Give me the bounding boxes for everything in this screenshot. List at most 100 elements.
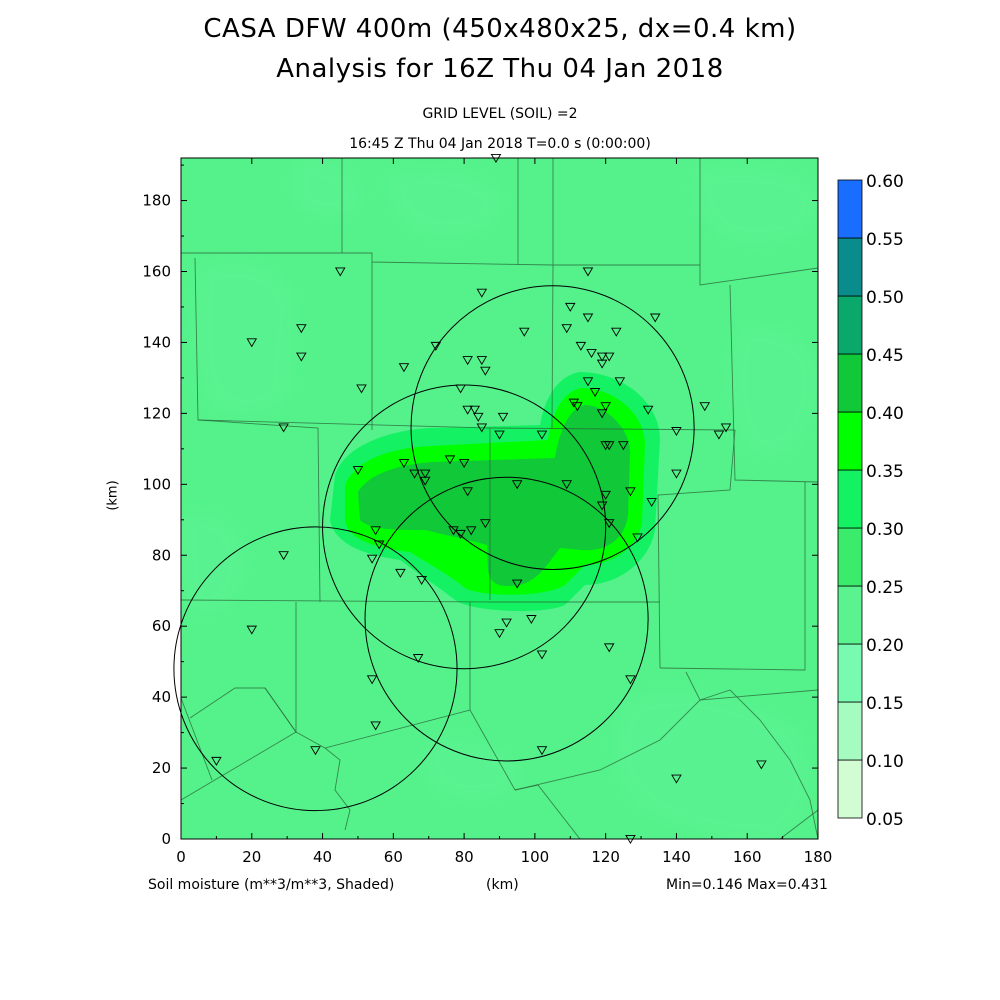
- station-marker: [412, 654, 424, 664]
- station-marker: [564, 302, 576, 312]
- radar-ring: [410, 285, 695, 570]
- station-marker: [211, 756, 222, 766]
- station-marker: [589, 388, 601, 398]
- colorbar-label: 0.20: [866, 636, 904, 656]
- x-tick-label: 20: [242, 848, 261, 866]
- station-marker: [586, 349, 597, 359]
- station-marker: [480, 366, 491, 376]
- colorbar-swatch: [837, 759, 863, 819]
- boundary-line: [181, 599, 660, 603]
- low-region-northwest: [197, 262, 294, 414]
- colorbar: 0.05 0.10 0.15 0.20 0.25 0.30 0.35 0.40 0.45 0.50…: [837, 172, 904, 830]
- station-marker: [713, 430, 725, 440]
- y-axis: 0 20 40 60 80 100 120 140 160 180: [142, 164, 818, 848]
- colorbar-label: 0.25: [866, 578, 904, 598]
- boundary-line: [181, 697, 213, 781]
- boundary-line: [685, 671, 818, 839]
- station-marker: [582, 267, 594, 277]
- colorbar-swatch: [837, 585, 863, 645]
- station-marker: [472, 412, 484, 422]
- station-marker: [756, 760, 767, 770]
- station-marker: [395, 568, 406, 578]
- station-marker: [373, 540, 385, 550]
- y-tick-label: 0: [161, 830, 171, 848]
- colorbar-label: 0.40: [866, 404, 904, 424]
- station-marker: [494, 430, 505, 440]
- station-marker: [603, 519, 615, 529]
- county-boundaries: [181, 158, 818, 839]
- y-tick-label: 60: [152, 617, 171, 635]
- grid-level-label: GRID LEVEL (SOIL) =2: [422, 106, 578, 122]
- colorbar-label: 0.05: [866, 810, 904, 830]
- station-marker: [246, 625, 258, 635]
- station-marker: [671, 469, 682, 479]
- boundary-line: [657, 429, 736, 669]
- station-marker: [536, 746, 548, 756]
- station-marker: [582, 377, 594, 387]
- station-marker: [561, 324, 573, 334]
- x-tick-label: 140: [662, 848, 691, 866]
- station-marker: [603, 352, 615, 362]
- boundary-line: [181, 731, 297, 801]
- boundary-line: [551, 264, 554, 429]
- station-marker: [582, 313, 594, 323]
- station-marker: [497, 412, 509, 422]
- colorbar-label: 0.50: [866, 288, 904, 308]
- station-marker: [536, 430, 548, 440]
- y-tick-label: 100: [142, 475, 171, 493]
- y-tick-label: 80: [152, 546, 171, 564]
- station-marker: [458, 458, 470, 468]
- station-marker: [646, 497, 657, 507]
- station-marker: [671, 427, 682, 437]
- band-040-region: [358, 405, 630, 587]
- radar-ring: [364, 476, 649, 762]
- x-axis-label: (km): [486, 877, 519, 893]
- station-marker: [526, 615, 537, 625]
- boundary-line: [324, 747, 351, 831]
- station-marker: [518, 327, 530, 337]
- shaded-field: [181, 158, 818, 839]
- chart-subtitle: Analysis for 16Z Thu 04 Jan 2018: [276, 54, 724, 84]
- station-marker: [511, 579, 523, 589]
- x-tick-label: 100: [521, 848, 550, 866]
- colorbar-label: 0.35: [866, 462, 904, 482]
- station-markers: [211, 153, 767, 844]
- x-tick-label: 40: [313, 848, 332, 866]
- station-marker: [720, 423, 732, 433]
- x-tick-label: 80: [455, 848, 474, 866]
- station-marker: [370, 526, 381, 536]
- station-marker: [419, 469, 431, 479]
- low-region-northeast: [696, 168, 818, 244]
- station-marker: [572, 402, 583, 412]
- station-marker: [625, 675, 636, 685]
- station-marker: [462, 487, 473, 497]
- station-marker: [603, 643, 615, 653]
- station-marker: [416, 576, 427, 586]
- low-region-north: [389, 170, 501, 236]
- y-tick-label: 120: [142, 404, 171, 422]
- station-marker: [476, 288, 488, 298]
- station-marker: [596, 352, 608, 362]
- station-marker: [596, 359, 608, 369]
- y-tick-label: 180: [142, 192, 171, 210]
- station-marker: [465, 526, 477, 536]
- chart-title: CASA DFW 400m (450x480x25, dx=0.4 km): [203, 14, 797, 44]
- station-marker: [462, 405, 473, 415]
- colorbar-swatch: [837, 643, 863, 703]
- colorbar-label: 0.60: [866, 172, 904, 192]
- colorbar-swatch: [837, 469, 863, 529]
- y-tick-label: 40: [152, 688, 171, 706]
- station-marker: [419, 476, 431, 486]
- boundary-line: [295, 602, 471, 749]
- radar-ring: [173, 526, 458, 812]
- station-marker: [246, 338, 258, 348]
- station-marker: [625, 487, 636, 497]
- boundary-line: [469, 689, 818, 791]
- station-marker: [600, 402, 611, 412]
- station-marker: [649, 313, 661, 323]
- colorbar-swatch: [837, 353, 863, 413]
- high-moisture-region: [330, 372, 660, 612]
- low-region-southeast: [617, 691, 810, 839]
- min-max-label: Min=0.146 Max=0.431: [666, 877, 828, 893]
- y-tick-label: 160: [142, 263, 171, 281]
